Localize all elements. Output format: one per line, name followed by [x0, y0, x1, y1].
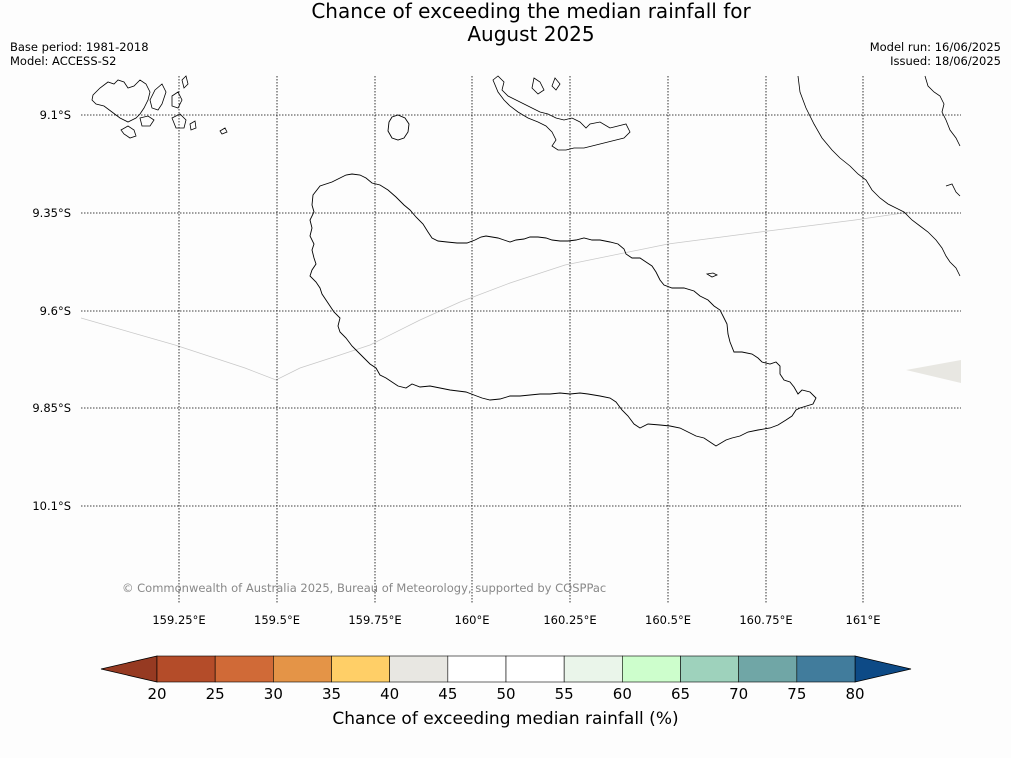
islet-coastline [705, 272, 718, 278]
colorbar-segment [156, 655, 216, 683]
meta-right: Model run: 16/06/2025 Issued: 18/06/2025 [870, 40, 1001, 68]
colorbar-tick-label: 70 [729, 685, 748, 703]
island-coastline [309, 173, 817, 447]
lon-label: 159.5°E [254, 613, 300, 627]
colorbar-segment [389, 655, 449, 683]
colorbar-segment [214, 655, 274, 683]
colorbar-tick-label: 50 [496, 685, 515, 703]
lat-label: 9.1°S [40, 108, 71, 122]
graticule: 9.1°S 9.35°S 9.6°S 9.85°S 10.1°S 159.25°E 159.… [32, 76, 961, 627]
lat-label: 9.85°S [32, 401, 71, 415]
colorbar-segment [331, 655, 390, 683]
lat-label: 10.1°S [32, 499, 71, 513]
northcentral-islands-coastline [492, 75, 631, 151]
northeast-coastline [797, 75, 961, 277]
colorbar-tick-label: 65 [671, 685, 690, 703]
lon-label: 160.25°E [543, 613, 596, 627]
colorbar-tick-label: 35 [322, 685, 341, 703]
colorbar-tick-label: 75 [787, 685, 806, 703]
lat-label: 9.6°S [40, 304, 71, 318]
model-run: Model run: 16/06/2025 [869, 40, 1001, 54]
colorbar-tick-label: 40 [380, 685, 399, 703]
colorbar-high-extend [854, 655, 912, 683]
lon-label: 160°E [455, 613, 490, 627]
lat-label: 9.35°S [32, 206, 71, 220]
colorbar: 20 25 30 35 40 45 50 55 60 65 70 75 80 [100, 655, 912, 703]
colorbar-segment [622, 655, 681, 683]
colorbar-label: Chance of exceeding median rainfall (%) [332, 709, 679, 729]
colorbar-tick-label: 60 [613, 685, 632, 703]
meta-left: Base period: 1981-2018 Model: ACCESS-S2 [10, 40, 149, 68]
colorbar-tick-label: 80 [845, 685, 864, 703]
title-line-2: August 2025 [467, 22, 595, 46]
colorbar-segment [738, 655, 798, 683]
colorbar-low-extend [100, 655, 158, 683]
colorbar-tick-label: 30 [264, 685, 283, 703]
lon-label: 161°E [846, 613, 881, 627]
colorbar-tick-label: 55 [555, 685, 574, 703]
colorbar-tick-label: 20 [147, 685, 166, 703]
colorbar-segment [273, 655, 332, 683]
lon-label: 160.75°E [739, 613, 792, 627]
lon-label: 159.25°E [152, 613, 205, 627]
colorbar-segment [563, 655, 623, 683]
model-name: Model: ACCESS-S2 [10, 54, 117, 68]
colorbar-segment [796, 655, 856, 683]
small-island-coastline [387, 114, 410, 141]
colorbar-segment [447, 655, 507, 683]
colorbar-segment [505, 655, 565, 683]
copyright-notice: © Commonwealth of Australia 2025, Bureau… [122, 581, 606, 595]
issued-date: Issued: 18/06/2025 [890, 54, 1001, 68]
title-line-1: Chance of exceeding the median rainfall … [311, 0, 751, 23]
chart-title: Chance of exceeding the median rainfall … [0, 0, 1011, 46]
shaded-probability-patch [906, 360, 961, 383]
lon-label: 160.5°E [645, 613, 691, 627]
base-period: Base period: 1981-2018 [10, 40, 149, 54]
northwest-islands-coastline [91, 75, 228, 139]
colorbar-segment [680, 655, 739, 683]
boundary-line [80, 211, 911, 381]
colorbar-tick-label: 45 [438, 685, 457, 703]
colorbar-tick-label: 25 [206, 685, 225, 703]
lon-label: 159.75°E [348, 613, 401, 627]
